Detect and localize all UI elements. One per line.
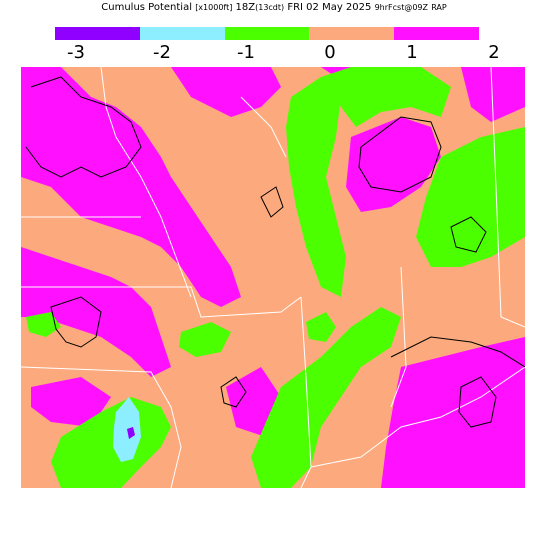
legend-tick-minus-1: -1 [237,42,255,63]
contour-upper-mi [358,116,442,193]
state-boundaries [21,67,525,488]
region-central-green [251,307,401,488]
region-nw-magenta [21,67,241,307]
region-w-magenta [21,247,171,377]
region-mid-blob-green [306,312,336,342]
forecast-text: 9hrFcst@09Z [374,3,428,12]
forecast-map [21,67,525,488]
color-legend [55,27,479,40]
boundary-in-oh [390,266,407,408]
local-time-text: (13cdt) [255,3,285,12]
region-northern-mi-green [321,67,451,127]
boundary-mo [21,366,182,488]
boundary-il-in [300,296,312,488]
boundary-mn-wi [100,67,192,298]
legend-swatch-peach [309,27,395,40]
date-text: FRI 02 May 2025 [287,2,372,13]
boundary-east [490,67,525,328]
legend-tick-minus-2: -2 [153,42,171,63]
legend-ticks: -3 -2 -1 0 1 2 [0,42,548,64]
contour-se-1 [390,336,525,368]
legend-tick-2: 2 [488,42,500,63]
model-text: RAP [431,3,447,12]
units-text: [x1000ft] [195,3,233,12]
region-se-magenta [381,337,525,488]
title-text: Cumulus Potential [101,2,192,13]
region-purple [127,427,135,439]
region-sw-magenta [31,377,111,427]
contour-lines [25,76,525,428]
region-west-blob-green [179,322,231,357]
contour-central [260,186,284,218]
contour-se-2 [458,376,497,428]
legend-swatch-cyan [139,27,225,40]
region-cyan [113,397,141,462]
legend-swatch-magenta [394,27,479,40]
legend-tick-1: 1 [406,42,418,63]
boundary-ia-il [21,216,302,318]
region-sw-green [51,397,171,488]
region-far-ne-magenta [461,67,525,122]
contour-south [220,376,247,408]
low-value-regions [113,397,141,462]
legend-swatch-purple [55,27,140,40]
valid-time-text: 18Z [235,2,256,13]
legend-tick-minus-3: -3 [67,42,85,63]
region-n-magenta [171,67,281,117]
legend-swatch-green [224,27,310,40]
contour-e-blob [450,216,487,253]
map-title: Cumulus Potential [x1000ft] 18Z(13cdt) F… [0,2,548,13]
contour-w [50,296,102,348]
contour-nw [25,76,142,178]
legend-tick-0: 0 [324,42,336,63]
boundary-ky [310,366,525,468]
region-small-blob-green [26,312,61,337]
magenta-regions [21,67,525,488]
region-lake-michigan-green [286,77,346,297]
map-svg [21,67,525,488]
boundary-mi-wi [240,96,287,158]
